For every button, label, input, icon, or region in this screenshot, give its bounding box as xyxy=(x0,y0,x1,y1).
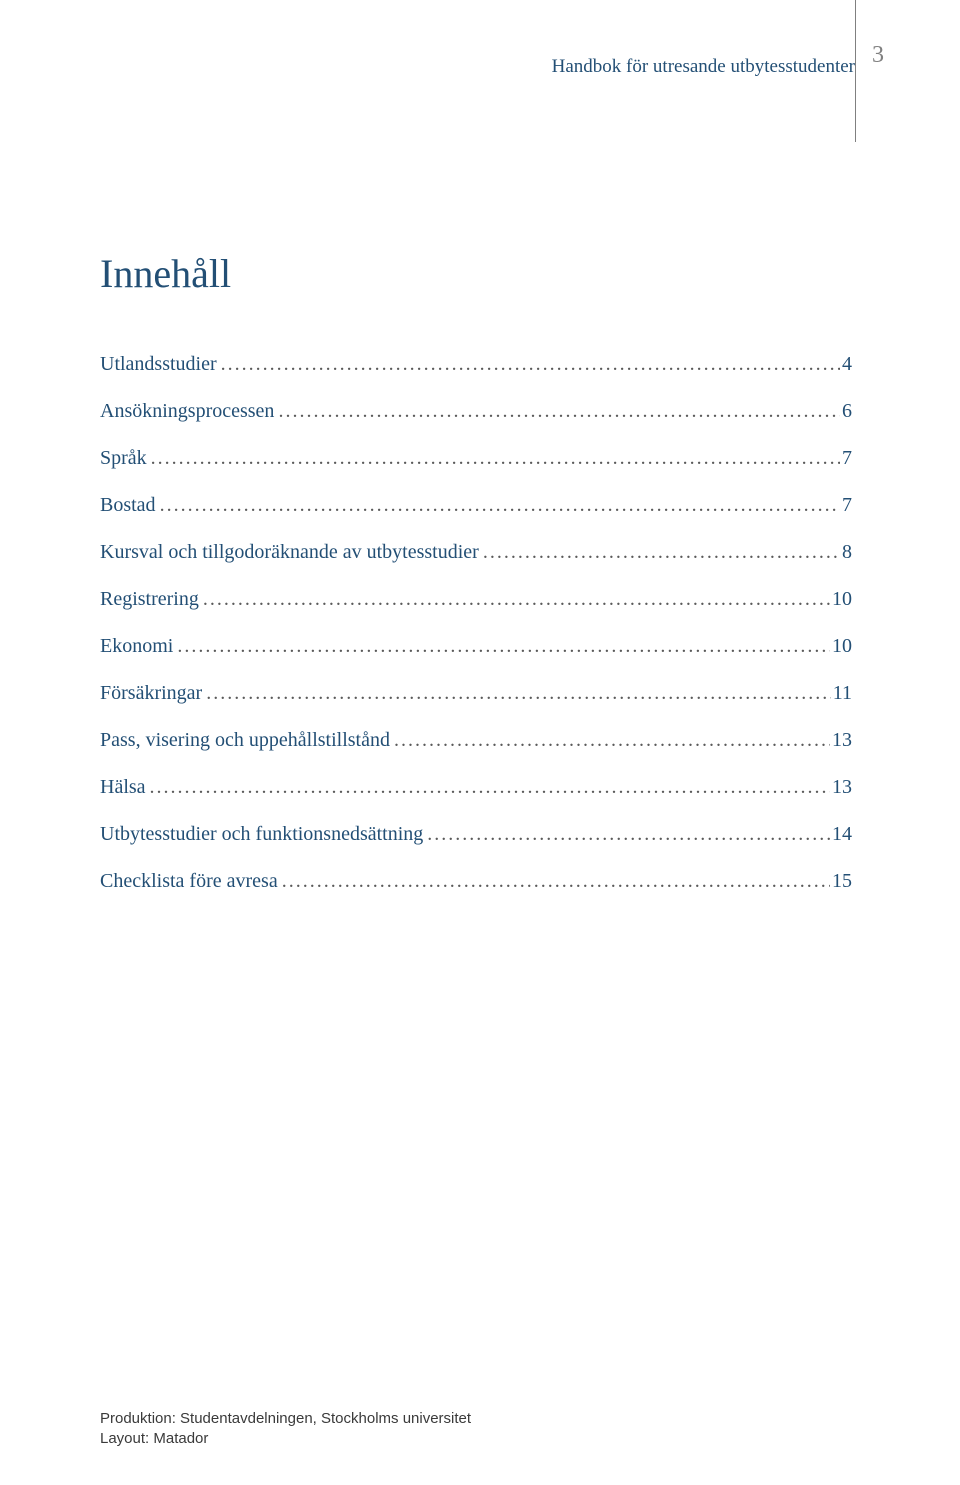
toc-entry-label: Språk xyxy=(100,447,147,470)
toc-leader: ........................................… xyxy=(146,776,830,799)
toc-entry-label: Checklista före avresa xyxy=(100,870,278,893)
page: Handbok för utresande utbytesstudenter 3… xyxy=(0,0,960,1485)
toc-row[interactable]: Ekonomi.................................… xyxy=(100,635,852,658)
toc-entry-page: 7 xyxy=(840,494,852,517)
toc-leader: ........................................… xyxy=(173,635,830,658)
toc-leader: ........................................… xyxy=(479,541,840,564)
toc-entry-label: Registrering xyxy=(100,588,199,611)
toc-row[interactable]: Försäkringar............................… xyxy=(100,682,852,705)
toc-entry-page: 14 xyxy=(830,823,852,846)
toc-entry-page: 15 xyxy=(830,870,852,893)
toc-entry-page: 4 xyxy=(840,353,852,376)
toc-entry-label: Bostad xyxy=(100,494,156,517)
toc-row[interactable]: Språk...................................… xyxy=(100,447,852,470)
toc-leader: ........................................… xyxy=(202,682,831,705)
toc-entry-page: 8 xyxy=(840,541,852,564)
page-number-box: 3 xyxy=(856,42,900,69)
running-title: Handbok för utresande utbytesstudenter xyxy=(552,56,855,78)
toc-leader: ........................................… xyxy=(390,729,830,752)
content: Innehåll Utlandsstudier.................… xyxy=(100,250,852,917)
toc-leader: ........................................… xyxy=(423,823,830,846)
toc-entry-page: 10 xyxy=(830,588,852,611)
toc-row[interactable]: Pass, visering och uppehållstillstånd...… xyxy=(100,729,852,752)
toc-leader: ........................................… xyxy=(217,353,840,376)
toc-leader: ........................................… xyxy=(199,588,830,611)
toc-entry-label: Ekonomi xyxy=(100,635,173,658)
page-number: 3 xyxy=(872,42,884,68)
toc-row[interactable]: Checklista före avresa..................… xyxy=(100,870,852,893)
toc-list: Utlandsstudier..........................… xyxy=(100,353,852,893)
footer-line-1: Produktion: Studentavdelningen, Stockhol… xyxy=(100,1409,471,1429)
toc-leader: ........................................… xyxy=(147,447,840,470)
toc-row[interactable]: Registrering............................… xyxy=(100,588,852,611)
toc-entry-page: 11 xyxy=(831,682,852,705)
toc-leader: ........................................… xyxy=(274,400,840,423)
toc-entry-label: Kursval och tillgodoräknande av utbytess… xyxy=(100,541,479,564)
toc-row[interactable]: Bostad..................................… xyxy=(100,494,852,517)
toc-entry-label: Ansökningsprocessen xyxy=(100,400,274,423)
toc-entry-label: Utbytesstudier och funktionsnedsättning xyxy=(100,823,423,846)
vertical-divider xyxy=(855,0,856,142)
toc-row[interactable]: Ansökningsprocessen.....................… xyxy=(100,400,852,423)
toc-leader: ........................................… xyxy=(278,870,830,893)
toc-entry-page: 10 xyxy=(830,635,852,658)
toc-entry-label: Försäkringar xyxy=(100,682,202,705)
toc-entry-page: 7 xyxy=(840,447,852,470)
footer: Produktion: Studentavdelningen, Stockhol… xyxy=(100,1409,471,1450)
toc-row[interactable]: Utlandsstudier..........................… xyxy=(100,353,852,376)
toc-entry-label: Hälsa xyxy=(100,776,146,799)
toc-row[interactable]: Kursval och tillgodoräknande av utbytess… xyxy=(100,541,852,564)
toc-entry-label: Utlandsstudier xyxy=(100,353,217,376)
toc-entry-page: 13 xyxy=(830,776,852,799)
toc-row[interactable]: Utbytesstudier och funktionsnedsättning.… xyxy=(100,823,852,846)
toc-row[interactable]: Hälsa...................................… xyxy=(100,776,852,799)
toc-entry-page: 13 xyxy=(830,729,852,752)
footer-line-2: Layout: Matador xyxy=(100,1429,471,1449)
toc-leader: ........................................… xyxy=(156,494,840,517)
toc-heading: Innehåll xyxy=(100,250,852,297)
toc-entry-label: Pass, visering och uppehållstillstånd xyxy=(100,729,390,752)
toc-entry-page: 6 xyxy=(840,400,852,423)
